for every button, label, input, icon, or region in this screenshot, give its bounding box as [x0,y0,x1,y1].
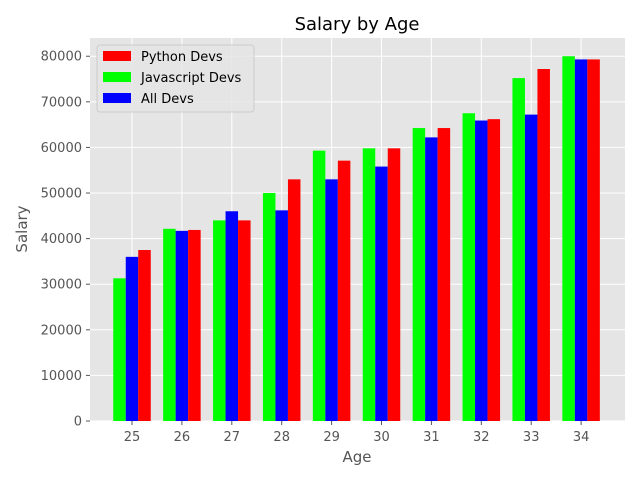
bar-javascript-devs-31 [412,128,426,421]
x-tick-label: 34 [573,430,590,445]
bar-javascript-devs-33 [512,78,525,421]
x-tick-label: 32 [473,430,490,445]
chart-title: Salary by Age [295,14,420,35]
legend-frame [96,44,255,113]
bar-javascript-devs-30 [362,148,376,422]
legend-swatch [103,72,131,82]
bar-all-devs-27 [225,211,239,421]
bar-all-devs-33 [524,114,538,421]
x-tick-label: 33 [523,430,540,445]
legend-swatch [103,51,131,61]
bar-all-devs-26 [175,230,189,421]
bar-javascript-devs-34 [562,56,575,421]
y-tick-label: 40000 [41,232,82,247]
x-tick-label: 26 [174,430,191,445]
bar-all-devs-30 [375,166,388,421]
bar-all-devs-32 [475,120,488,422]
y-axis-ticks: 0 10000 20000 30000 40000 50000 60000 70000 8000… [41,50,90,430]
bars [113,56,600,422]
bar-python-devs-32 [487,119,501,422]
bar-python-devs-30 [387,148,401,422]
bar-all-devs-31 [425,137,438,421]
y-tick-label: 60000 [41,141,82,156]
legend: Python Devs Javascript Devs All Devs [96,44,255,113]
x-tick-label: 31 [423,430,440,445]
bar-python-devs-29 [337,160,351,421]
legend-label: Python Devs [141,50,223,65]
legend-swatch [103,93,131,103]
y-tick-label: 80000 [41,50,82,65]
y-tick-label: 50000 [41,187,82,202]
y-tick-label: 20000 [41,323,82,338]
y-tick-label: 10000 [41,369,82,384]
bar-python-devs-26 [188,229,201,421]
y-axis-label: Salary [13,205,31,252]
y-tick-label: 30000 [41,278,82,293]
bar-python-devs-25 [138,250,151,421]
legend-label: Javascript Devs [140,71,242,86]
bar-javascript-devs-29 [312,150,326,421]
bar-all-devs-25 [125,256,139,421]
bar-javascript-devs-26 [163,228,176,421]
bar-javascript-devs-32 [462,113,476,421]
bar-all-devs-34 [574,59,588,422]
x-tick-label: 30 [373,430,390,445]
x-tick-label: 27 [224,430,241,445]
bar-javascript-devs-25 [113,278,126,421]
bar-python-devs-34 [587,59,600,422]
x-tick-label: 29 [323,430,340,445]
bar-python-devs-27 [238,220,251,421]
x-axis-label: Age [342,448,371,466]
legend-label: All Devs [141,92,194,107]
bar-python-devs-31 [437,128,451,421]
y-tick-label: 0 [74,415,82,430]
y-tick-label: 70000 [41,95,82,110]
bar-python-devs-33 [537,69,550,421]
x-tick-label: 28 [273,430,290,445]
bar-javascript-devs-28 [262,193,276,421]
bar-all-devs-29 [325,179,338,421]
bar-python-devs-28 [287,179,301,421]
x-tick-label: 25 [124,430,141,445]
x-axis-ticks: 25 26 27 28 29 30 31 32 33 34 [124,421,590,445]
bar-javascript-devs-27 [213,220,226,421]
bar-all-devs-28 [275,210,288,421]
